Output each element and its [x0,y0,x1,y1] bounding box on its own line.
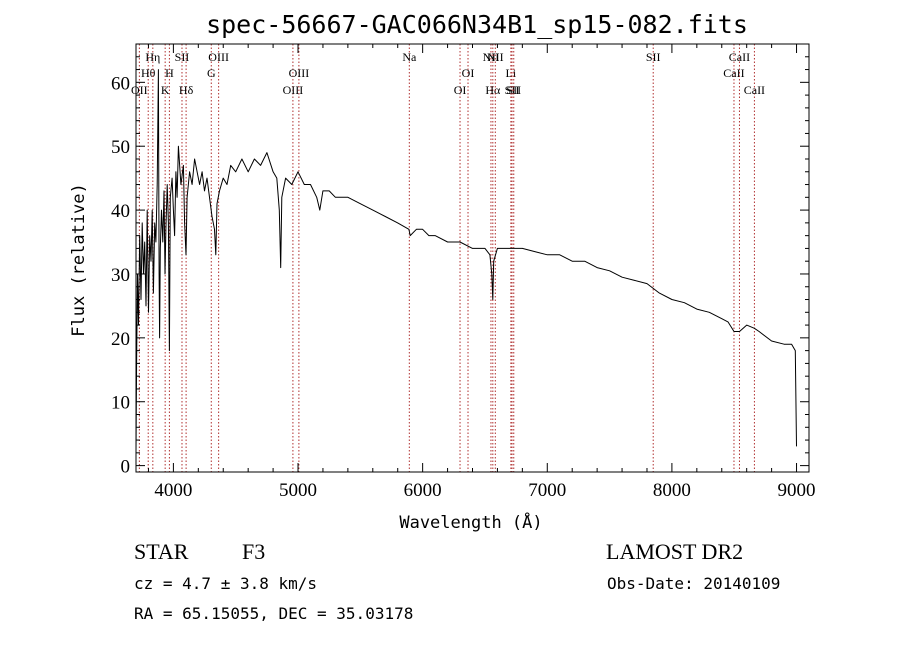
line-label-9: OIII [283,83,304,97]
y-tick-label-50: 50 [111,137,130,158]
y-tick-label-0: 0 [121,457,131,478]
coordinates: RA = 65.15055, DEC = 35.03178 [134,604,414,623]
y-tick-label-40: 40 [111,201,130,222]
line-label-18: SII [505,83,520,97]
line-label-12: OI [454,83,467,97]
line-label-3: K [161,83,170,97]
axis-ticks: 4000 5000 6000 7000 8000 9000 0 10 20 30 40 50 60 [111,44,816,501]
object-class: STAR [134,539,189,564]
line-label-19: SII [506,83,521,97]
x-tick-label-7000: 7000 [528,480,566,501]
line-label-10: OIII [289,66,310,80]
line-label-6: Hδ [179,83,194,97]
line-label-5: SII [175,50,190,64]
line-label-23: CaII [744,83,765,97]
x-tick-label-4000: 4000 [154,480,192,501]
object-subclass: F3 [242,539,266,564]
line-label-16: NII [487,50,504,64]
line-label-22: CaII [729,50,750,64]
redshift-cz: cz = 4.7 ± 3.8 km/s [134,574,318,593]
line-label-7: G [207,66,216,80]
y-axis-label: Flux (relative) [69,183,89,337]
line-label-15: Hα [485,83,501,97]
x-axis-label: Wavelength (Å) [399,511,542,533]
plot-frame [135,43,810,473]
line-label-13: OI [462,66,475,80]
line-label-0: OII [131,83,148,97]
y-tick-label-60: 60 [111,73,130,94]
line-label-11: Na [402,50,417,64]
chart-title: spec-56667-GAC066N34B1_sp15-082.fits [206,10,748,39]
line-label-21: CaII [723,66,744,80]
survey-name: LAMOST DR2 [606,539,744,564]
line-label-2: Hη [145,50,160,64]
y-tick-label-20: 20 [111,329,130,350]
line-label-8: OIII [208,50,229,64]
series-flux [135,69,797,453]
x-tick-label-9000: 9000 [778,480,816,501]
series-layer [135,69,797,453]
line-label-4: H [165,66,174,80]
y-tick-label-30: 30 [111,265,130,286]
line-label-1: Hθ [141,66,156,80]
line-label-20: SII [646,50,661,64]
x-tick-label-5000: 5000 [279,480,317,501]
spectral-lines: OIIHθHηKHSIIHδGOIIIOIIIOIIINaOIOINIIHαNI… [131,44,765,472]
line-label-14: NII [483,50,500,64]
x-tick-label-8000: 8000 [653,480,691,501]
y-tick-label-10: 10 [111,393,130,414]
x-tick-label-6000: 6000 [404,480,442,501]
observation-date: Obs-Date: 20140109 [607,574,781,593]
line-label-17: Li [506,66,517,80]
